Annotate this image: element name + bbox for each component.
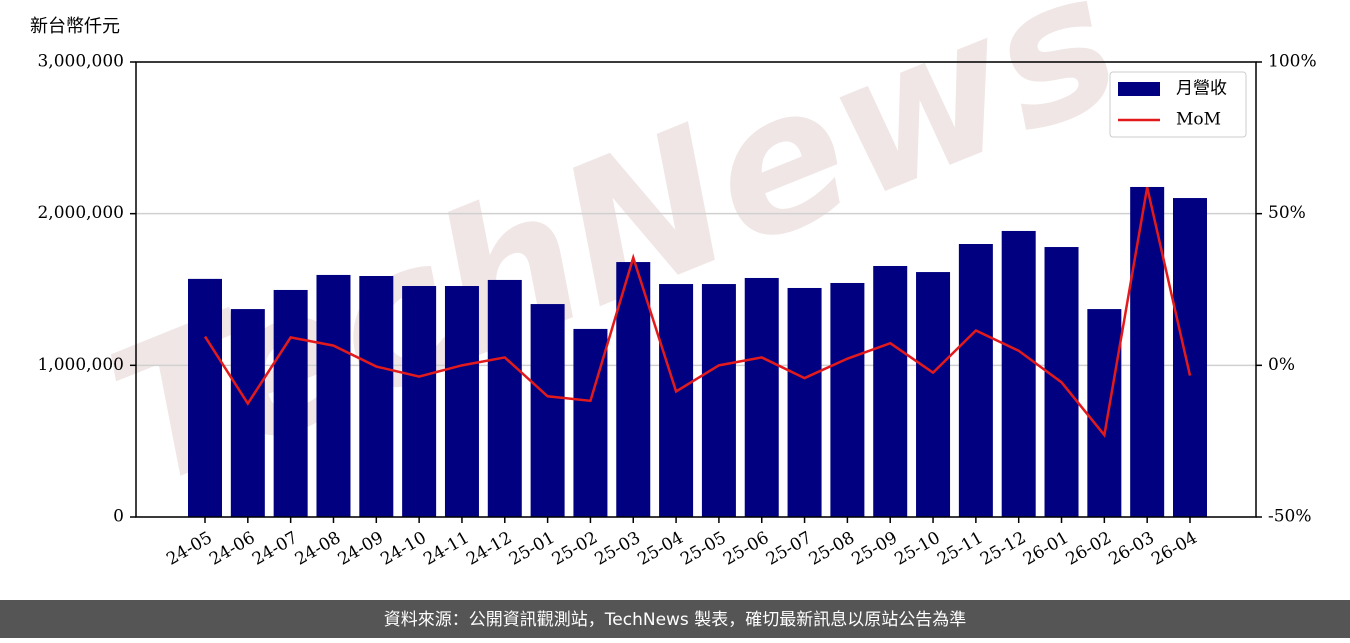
y2-tick-label: -50% [1268,507,1312,527]
bar [616,262,651,517]
legend-swatch [1118,82,1160,96]
bar [916,272,951,517]
y-axis-label: 新台幣仟元 [30,16,120,37]
x-tick-label: 25-05 [677,528,729,570]
y-tick-label: 2,000,000 [37,203,124,223]
x-tick-label: 26-03 [1105,528,1157,570]
bar [958,244,993,517]
x-tick-label: 24-07 [249,528,301,570]
x-tick-label: 24-09 [335,528,387,570]
y-tick-label: 0 [113,507,124,527]
x-tick-label: 25-01 [506,528,558,570]
x-tick-label: 26-01 [1020,528,1072,570]
x-tick-label: 24-05 [163,528,215,570]
bar [316,274,351,517]
bar [1087,309,1122,517]
y2-tick-label: 0% [1268,355,1295,375]
bar [530,304,565,517]
x-tick-label: 25-04 [634,528,686,570]
x-tick-label: 25-10 [891,528,943,570]
legend-label: 月營收 [1176,79,1227,99]
bar [402,286,437,517]
bar [444,286,479,517]
bar [359,276,394,517]
plot-frame [135,61,1257,518]
bar [273,289,308,517]
bar [1001,230,1036,517]
x-tick-label: 24-12 [463,528,515,570]
bar [230,309,265,517]
bar [487,279,522,517]
x-tick-label: 25-06 [720,528,772,570]
x-tick-label: 26-02 [1063,528,1115,570]
x-tick-label: 24-08 [292,528,344,570]
bar [659,284,694,517]
footer-text: 資料來源：公開資訊觀測站，TechNews 製表，確切最新訊息以原站公告為準 [384,610,966,630]
y2-tick-label: 100% [1268,52,1317,72]
bar [873,265,908,517]
y-tick-label: 3,000,000 [37,52,124,72]
x-tick-label: 26-04 [1148,528,1200,570]
x-tick-label: 25-08 [806,528,858,570]
bar [830,282,865,517]
bar [787,287,822,517]
x-tick-label: 24-06 [206,528,258,570]
x-tick-label: 25-07 [763,528,815,570]
footer-bar [0,600,1350,638]
x-tick-label: 25-11 [934,528,986,570]
legend-label: MoM [1176,110,1221,130]
mom-line [203,186,1192,439]
bar [701,284,736,517]
x-tick-label: 25-02 [549,528,601,570]
y-tick-label: 1,000,000 [37,355,124,375]
x-tick-label: 25-03 [592,528,644,570]
y2-tick-label: 50% [1268,203,1306,223]
bar [744,277,779,517]
bar [1173,198,1207,518]
x-tick-label: 24-10 [377,528,429,570]
x-tick-label: 25-09 [849,528,901,570]
x-tick-label: 25-12 [977,528,1029,570]
bar [188,278,222,517]
x-tick-label: 24-11 [420,528,472,570]
